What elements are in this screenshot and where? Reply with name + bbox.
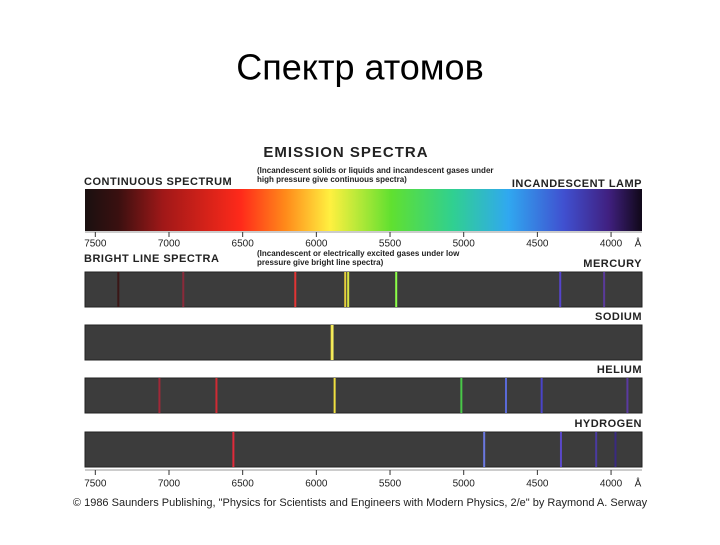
bright-label: BRIGHT LINE SPECTRA bbox=[84, 253, 219, 265]
continuous-note-box: (Incandescent solids or liquids and inca… bbox=[257, 166, 494, 184]
spectrum-name: HYDROGEN bbox=[574, 418, 642, 430]
emission-line bbox=[158, 378, 161, 413]
x-tick-label: 6000 bbox=[305, 239, 328, 250]
lamp-label: INCANDESCENT LAMP bbox=[512, 178, 642, 190]
x-tick-label: 6500 bbox=[232, 239, 255, 250]
x-tick-label: 5000 bbox=[453, 239, 476, 250]
x-tick-label: 5000 bbox=[453, 479, 476, 490]
emission-line bbox=[626, 378, 629, 413]
emission-line bbox=[504, 378, 507, 413]
spectrum-name: SODIUM bbox=[595, 311, 642, 323]
x-tick-label: 7500 bbox=[84, 479, 107, 490]
emission-line bbox=[347, 272, 350, 307]
emission-line bbox=[344, 272, 347, 307]
x-tick-label: 7000 bbox=[158, 479, 181, 490]
continuous-note: (Incandescent solids or liquids and inca… bbox=[257, 166, 494, 184]
x-tick-label: 4500 bbox=[526, 239, 549, 250]
emission-line bbox=[540, 378, 543, 413]
emission-line bbox=[559, 432, 562, 467]
x-tick-label: 4000 bbox=[600, 239, 623, 250]
emission-line bbox=[395, 272, 398, 307]
x-tick-label: 4000 bbox=[600, 479, 623, 490]
spectrum-name: MERCURY bbox=[583, 258, 642, 270]
emission-line bbox=[294, 272, 297, 307]
spectrum-band bbox=[84, 431, 643, 468]
emission-line bbox=[331, 325, 334, 360]
spectrum-name: HELIUM bbox=[597, 364, 642, 376]
x-tick-label: 4500 bbox=[526, 479, 549, 490]
continuous-label: CONTINUOUS SPECTRUM bbox=[84, 176, 232, 188]
slide-title: Спектр атомов bbox=[236, 47, 483, 88]
emission-line bbox=[117, 272, 120, 307]
figure-title: EMISSION SPECTRA bbox=[263, 144, 428, 161]
emission-line bbox=[182, 272, 185, 307]
emission-line bbox=[595, 432, 598, 467]
x-tick-label: 6500 bbox=[232, 479, 255, 490]
credit: © 1986 Saunders Publishing, "Physics for… bbox=[73, 497, 648, 509]
emission-line bbox=[614, 432, 617, 467]
emission-line bbox=[460, 378, 463, 413]
unit-label: Å bbox=[635, 237, 642, 250]
emission-line bbox=[215, 378, 218, 413]
bright-note: (Incandescent or electrically excited ga… bbox=[257, 249, 460, 267]
spectrum-band bbox=[84, 324, 643, 361]
x-tick-label: 6000 bbox=[305, 479, 328, 490]
spectrum-band bbox=[84, 377, 643, 414]
continuous-spectrum bbox=[85, 189, 642, 231]
emission-line bbox=[333, 378, 336, 413]
x-tick-label: 7000 bbox=[158, 239, 181, 250]
x-tick-label: 5500 bbox=[379, 239, 402, 250]
emission-line bbox=[232, 432, 235, 467]
spectrum-band bbox=[84, 271, 643, 308]
unit-label: Å bbox=[635, 477, 642, 490]
emission-line bbox=[483, 432, 486, 467]
emission-line bbox=[559, 272, 562, 307]
emission-line bbox=[603, 272, 606, 307]
bright-note-box: (Incandescent or electrically excited ga… bbox=[257, 249, 460, 267]
x-tick-label: 5500 bbox=[379, 479, 402, 490]
x-tick-label: 7500 bbox=[84, 239, 107, 250]
